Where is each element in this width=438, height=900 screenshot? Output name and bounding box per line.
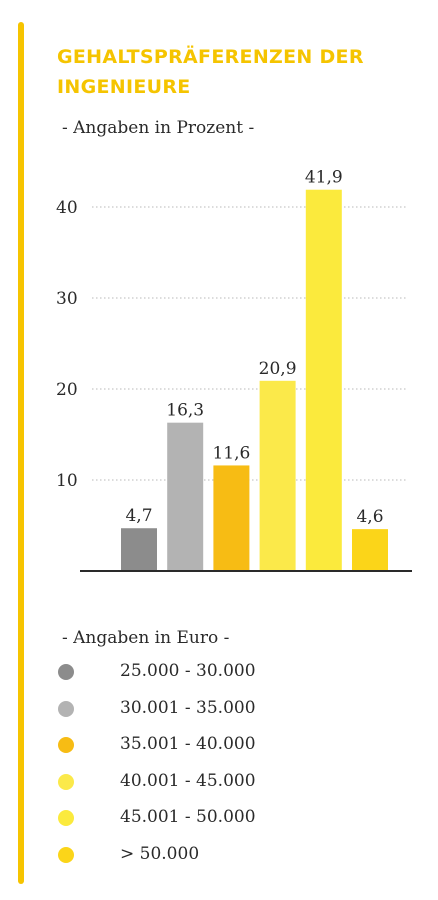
legend-swatch — [58, 773, 74, 790]
legend-swatch — [58, 700, 74, 717]
legend-label: 30.001 - 35.000 — [120, 697, 256, 718]
bar-2 — [167, 422, 204, 571]
legend-swatch — [58, 737, 74, 754]
chart-subtitle: - Angaben in Prozent - — [62, 118, 255, 138]
bar-1 — [121, 528, 157, 571]
bar-value-label: 41,9 — [305, 168, 343, 188]
legend-item: 40.001 - 45.000 — [58, 765, 388, 802]
legend: 25.000 - 30.000 30.001 - 35.000 35.001 - 4… — [58, 655, 388, 875]
y-tick-label: 40 — [56, 198, 78, 218]
legend-label: 40.001 - 45.000 — [120, 770, 256, 791]
legend-item: 25.000 - 30.000 — [58, 655, 388, 692]
chart-title-line-1: GEHALTSPRÄFERENZEN DER — [57, 46, 364, 68]
legend-item: 30.001 - 35.000 — [58, 692, 388, 729]
chart-title-line-2: INGENIEURE — [57, 76, 191, 98]
bar-4 — [259, 380, 296, 571]
legend-label: 45.001 - 50.000 — [120, 807, 256, 828]
bar-3 — [213, 465, 250, 571]
bar-value-label: 4,7 — [125, 506, 152, 526]
legend-label: > 50.000 — [120, 843, 200, 864]
legend-item: > 50.000 — [58, 838, 388, 875]
y-tick-label: 20 — [56, 380, 78, 400]
bar-5 — [305, 189, 342, 571]
bar-value-label: 20,9 — [259, 359, 297, 379]
y-tick-label: 10 — [56, 471, 78, 491]
legend-title: - Angaben in Euro - — [62, 628, 230, 648]
bar-value-label: 4,6 — [356, 507, 383, 527]
bar-chart: 10 20 30 40 4,7 16,3 11,6 20,9 41,9 4,6 — [56, 168, 412, 572]
y-tick-label: 30 — [56, 289, 78, 309]
bar-value-label: 11,6 — [212, 443, 250, 463]
bar-value-label: 16,3 — [166, 401, 204, 421]
legend-swatch — [58, 664, 74, 680]
chart-title: GEHALTSPRÄFERENZEN DER INGENIEURE — [57, 42, 417, 102]
legend-item: 45.001 - 50.000 — [58, 801, 388, 838]
accent-bar — [18, 22, 24, 884]
legend-label: 25.000 - 30.000 — [120, 661, 256, 681]
legend-label: 35.001 - 40.000 — [120, 734, 256, 755]
legend-swatch — [58, 846, 74, 863]
legend-swatch — [58, 810, 74, 827]
legend-item: 35.001 - 40.000 — [58, 728, 388, 765]
bar-6 — [352, 529, 388, 571]
